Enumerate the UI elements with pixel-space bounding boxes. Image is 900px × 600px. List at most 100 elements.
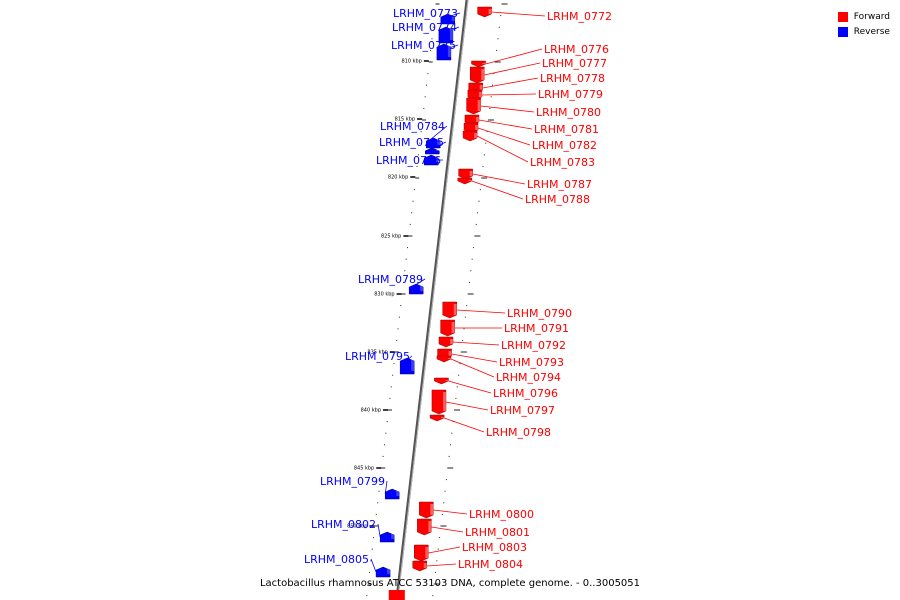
leader-line [456, 309, 506, 314]
gene-arrow-lrhm_0787 [458, 168, 473, 180]
gene-shade [387, 569, 391, 574]
gene-label-lrhm_0775: LRHM_0775 [391, 39, 456, 52]
gene-label-lrhm_0780: LRHM_0780 [536, 106, 601, 119]
gene-shade [430, 504, 434, 515]
gene-arrow-lrhm_0792 [438, 336, 454, 348]
gene-label-lrhm_0797: LRHM_0797 [490, 404, 555, 417]
gene-shade [423, 563, 427, 568]
gene-label-lrhm_0782: LRHM_0782 [532, 139, 597, 152]
leader-line [482, 77, 539, 89]
leader-line [484, 62, 541, 76]
gene-shade [442, 392, 446, 411]
leader-line [377, 523, 381, 538]
gene-label-lrhm_0786: LRHM_0786 [376, 154, 441, 167]
kbp-label: 840 kbp [361, 408, 381, 414]
gene-arrow-lrhm_0780 [466, 97, 481, 115]
gene-shade [451, 16, 455, 21]
gene-label-lrhm_0783: LRHM_0783 [530, 156, 595, 169]
gene-shade [447, 46, 451, 57]
gene-shade [481, 69, 485, 80]
leader-line [443, 417, 485, 433]
gene-label-lrhm_0776: LRHM_0776 [544, 43, 609, 56]
gene-shade [396, 491, 400, 496]
gene-label-lrhm_0798: LRHM_0798 [486, 426, 551, 439]
gene-label-lrhm_0799: LRHM_0799 [320, 475, 385, 488]
gene-shade [468, 180, 472, 181]
gene-label-lrhm_0788: LRHM_0788 [525, 193, 590, 206]
kbp-label: 835 kbp [367, 350, 387, 356]
gene-label-lrhm_0784: LRHM_0784 [380, 120, 445, 133]
kbp-label: 845 kbp [354, 466, 374, 472]
scale-ticks [366, 3, 508, 597]
leader-line [491, 11, 546, 17]
leader-line [471, 180, 524, 200]
legend-item-forward: Forward [837, 9, 890, 24]
gene-label-lrhm_0804: LRHM_0804 [458, 558, 523, 571]
gene-arrow-lrhm_0790 [442, 301, 457, 319]
gene-arrow-lrhm_0804 [412, 560, 428, 572]
leader-line [452, 341, 500, 346]
gene-label-lrhm_0790: LRHM_0790 [507, 307, 572, 320]
gene-label-lrhm_0774: LRHM_0774 [392, 21, 457, 34]
backbone-layer [395, 0, 469, 600]
legend-label-forward: Forward [853, 11, 890, 22]
kbp-label: 830 kbp [374, 292, 394, 298]
leader-line [370, 558, 377, 573]
gene-shade [475, 125, 479, 130]
gene-shade [441, 417, 445, 418]
gene-arrow-lrhm_0788 [457, 177, 473, 185]
gene-arrow-partial [388, 590, 405, 600]
gene-arrow-lrhm_0803 [414, 544, 429, 562]
gene-arrow-lrhm_0794 [436, 355, 452, 363]
gene-label-lrhm_0773: LRHM_0773 [393, 7, 458, 20]
leader-line [451, 353, 498, 363]
leader-line [476, 135, 529, 163]
gene-arrow-lrhm_0791 [440, 319, 455, 337]
gene-label-lrhm_0785: LRHM_0785 [379, 136, 444, 149]
gene-label-lrhm_0778: LRHM_0778 [540, 72, 605, 85]
legend-swatch-forward [837, 11, 848, 22]
legend-swatch-reverse [837, 26, 848, 37]
gene-arrow-lrhm_0776 [471, 60, 486, 68]
leader-line [481, 93, 537, 96]
gene-shade [447, 358, 451, 359]
gene-label-lrhm_0779: LRHM_0779 [538, 88, 603, 101]
gene-layer [375, 6, 492, 600]
leader-line [448, 380, 492, 394]
gene-shade [420, 286, 424, 291]
gene-shade [428, 521, 432, 532]
gene-label-lrhm_0800: LRHM_0800 [469, 508, 534, 521]
gene-shade [411, 360, 415, 371]
gene-label-lrhm_0792: LRHM_0792 [501, 339, 566, 352]
kbp-label: 820 kbp [388, 175, 408, 181]
leader-line [426, 563, 457, 567]
gene-shade [482, 63, 486, 64]
leader-line [472, 173, 526, 185]
gene-label-lrhm_0805: LRHM_0805 [304, 553, 369, 566]
gene-label-lrhm_0787: LRHM_0787 [527, 178, 592, 191]
gene-label-lrhm_0789: LRHM_0789 [358, 273, 423, 286]
gene-shade [474, 133, 478, 138]
leader-layer [370, 11, 546, 573]
gene-arrow-lrhm_0772 [477, 6, 492, 18]
legend-label-reverse: Reverse [853, 26, 890, 37]
gene-label-lrhm_0796: LRHM_0796 [493, 387, 558, 400]
gene-shade [435, 157, 439, 162]
map-caption: Lactobacillus rhamnosus ATCC 53103 DNA, … [259, 578, 641, 589]
gene-arrow-lrhm_0797 [431, 389, 447, 415]
gene-arrow-lrhm_0798 [429, 414, 445, 422]
leader-line [478, 119, 533, 130]
gene-label-lrhm_0802: LRHM_0802 [311, 518, 376, 531]
leader-line [485, 48, 543, 65]
gene-shade [453, 304, 457, 315]
kbp-label: 815 kbp [395, 117, 415, 123]
gene-shade [436, 150, 440, 151]
gene-arrow-lrhm_0801 [417, 518, 432, 536]
gene-shade [469, 171, 473, 176]
gene-shade [449, 29, 453, 40]
gene-arrow-lrhm_0785 [425, 147, 440, 155]
gene-shade [445, 380, 449, 381]
genome-backbone [395, 0, 469, 600]
